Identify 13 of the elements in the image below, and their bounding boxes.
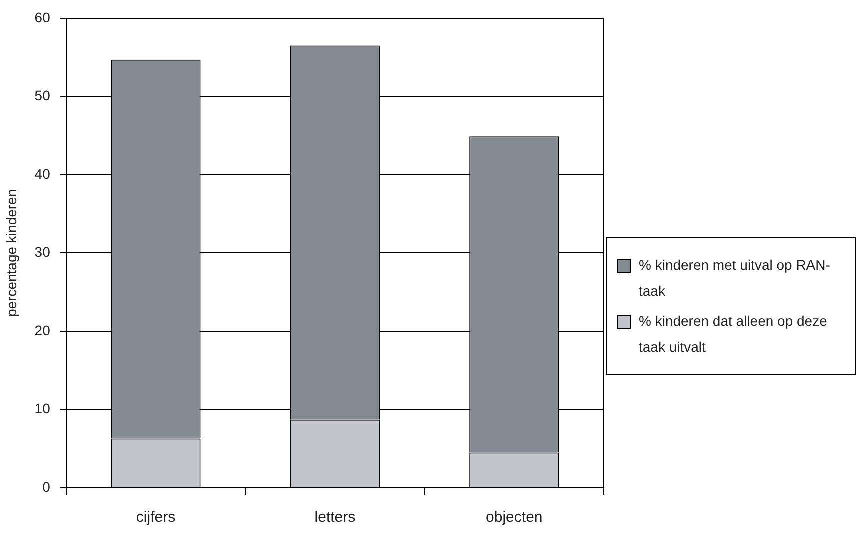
- y-axis-title: percentage kinderen: [3, 189, 20, 318]
- y-tick-label: 20: [34, 322, 51, 338]
- y-tick-label: 40: [34, 166, 51, 182]
- legend-label: % kinderen met uitval op RAN-taak: [639, 256, 832, 301]
- x-tick-label: cijfers: [136, 509, 176, 526]
- legend-label: % kinderen dat alleen op deze taak uitvalt: [639, 312, 828, 357]
- y-tick-label: 30: [34, 244, 51, 260]
- y-tick-label: 10: [34, 400, 51, 417]
- y-tick-label: 0: [42, 478, 51, 495]
- x-tick-label: letters: [314, 509, 356, 526]
- x-tick-label: objecten: [486, 509, 543, 526]
- y-tick-label: 60: [34, 9, 51, 26]
- y-tick-label: 50: [34, 88, 51, 104]
